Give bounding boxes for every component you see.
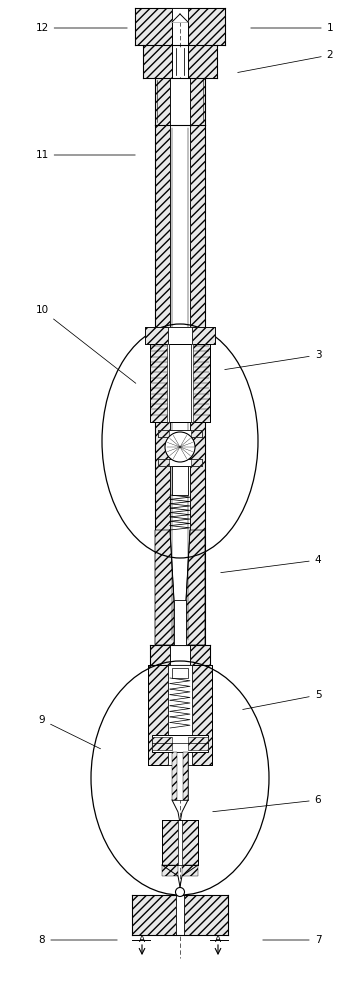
Bar bbox=[191, 344, 210, 422]
Text: 9: 9 bbox=[39, 715, 100, 749]
Bar bbox=[162, 820, 198, 865]
Bar bbox=[188, 8, 225, 45]
Bar bbox=[182, 865, 198, 876]
Bar bbox=[162, 865, 178, 876]
Bar bbox=[176, 48, 184, 75]
Bar bbox=[158, 459, 202, 466]
Text: 5: 5 bbox=[243, 690, 321, 709]
Bar bbox=[183, 752, 188, 800]
Text: 7: 7 bbox=[263, 935, 321, 945]
Bar bbox=[191, 459, 202, 466]
Bar bbox=[162, 820, 178, 865]
Bar bbox=[172, 466, 188, 495]
Bar bbox=[190, 645, 210, 665]
Bar bbox=[170, 78, 190, 125]
Bar bbox=[150, 344, 169, 422]
Bar bbox=[172, 752, 188, 800]
Text: 12: 12 bbox=[35, 23, 127, 33]
Bar bbox=[158, 430, 202, 437]
Bar bbox=[188, 45, 217, 78]
Text: 8: 8 bbox=[39, 935, 117, 945]
Bar bbox=[192, 327, 215, 344]
Bar bbox=[148, 665, 212, 765]
Bar bbox=[176, 895, 184, 935]
Bar bbox=[190, 125, 205, 645]
Bar bbox=[145, 327, 168, 344]
Bar bbox=[155, 78, 170, 125]
Bar bbox=[150, 344, 210, 422]
Bar bbox=[152, 737, 172, 750]
Bar bbox=[192, 665, 212, 765]
Text: A: A bbox=[215, 936, 221, 944]
Bar bbox=[178, 820, 182, 865]
Text: 6: 6 bbox=[213, 795, 321, 812]
Bar bbox=[172, 668, 188, 678]
Bar bbox=[148, 665, 168, 765]
Bar bbox=[158, 459, 169, 466]
Bar bbox=[150, 645, 170, 665]
Circle shape bbox=[165, 432, 195, 462]
Bar bbox=[145, 327, 215, 344]
Polygon shape bbox=[155, 530, 174, 645]
Bar bbox=[172, 8, 188, 22]
Bar bbox=[182, 820, 198, 865]
Bar bbox=[191, 430, 202, 437]
Text: 4: 4 bbox=[221, 555, 321, 573]
Bar bbox=[174, 600, 186, 645]
Bar bbox=[172, 752, 177, 800]
Bar bbox=[135, 8, 172, 45]
Bar bbox=[152, 735, 208, 752]
Bar bbox=[167, 344, 169, 422]
Bar bbox=[155, 125, 170, 645]
Bar bbox=[184, 895, 228, 935]
Text: 1: 1 bbox=[251, 23, 333, 33]
Circle shape bbox=[176, 888, 185, 896]
Text: 3: 3 bbox=[225, 350, 321, 370]
Polygon shape bbox=[172, 14, 188, 22]
Bar bbox=[132, 895, 176, 935]
Bar bbox=[168, 665, 192, 765]
Text: 2: 2 bbox=[238, 50, 333, 72]
Bar bbox=[188, 737, 208, 750]
Bar bbox=[158, 430, 169, 437]
Bar bbox=[170, 125, 190, 645]
Bar bbox=[190, 78, 205, 125]
Bar bbox=[170, 645, 190, 665]
Text: A: A bbox=[139, 936, 145, 944]
Polygon shape bbox=[186, 530, 205, 645]
Bar bbox=[143, 45, 172, 78]
Text: 11: 11 bbox=[35, 150, 135, 160]
Bar bbox=[191, 344, 193, 422]
Bar bbox=[168, 327, 192, 344]
Text: 10: 10 bbox=[35, 305, 136, 383]
Bar bbox=[169, 344, 191, 422]
